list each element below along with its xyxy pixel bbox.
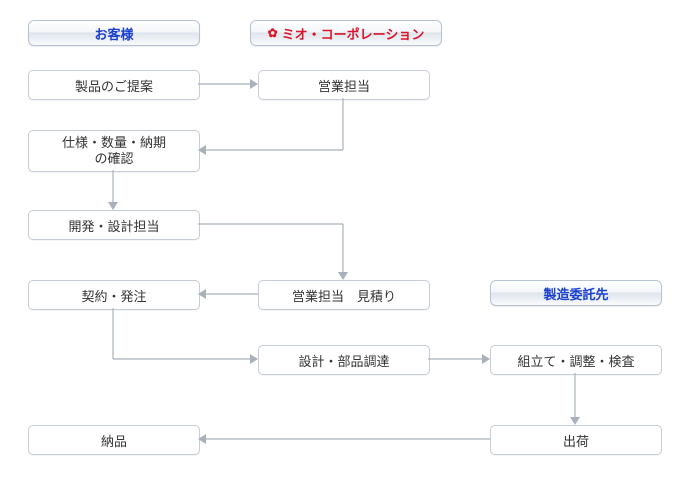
node-confirm: 仕様・数量・納期の確認 [28,130,200,172]
flowchart-stage: お客様 ✿ ミオ・コーポレーション 製造委託先 製品のご提案 営業担当 仕様・数… [0,0,680,500]
node-quote: 営業担当 見積り [258,280,430,310]
header-mio-label: ミオ・コーポレーション [282,24,425,43]
node-contract: 契約・発注 [28,280,200,310]
node-proposal: 製品のご提案 [28,70,200,100]
node-ship-label: 出荷 [563,431,589,450]
node-confirm-label: 仕様・数量・納期の確認 [62,135,166,166]
node-procure-label: 設計・部品調達 [298,351,389,370]
header-customer: お客様 [28,20,200,46]
header-mio: ✿ ミオ・コーポレーション [250,20,442,46]
node-quote-label: 営業担当 見積り [292,286,396,305]
node-assembly-label: 組立て・調整・検査 [517,351,634,370]
node-contract-label: 契約・発注 [81,286,146,305]
header-mfg-label: 製造委託先 [543,284,608,303]
node-design: 開発・設計担当 [28,210,200,240]
node-sales-label: 営業担当 [318,76,370,95]
node-proposal-label: 製品のご提案 [75,76,153,95]
header-customer-label: お客様 [94,24,133,43]
node-delivery: 納品 [28,425,200,455]
node-sales: 営業担当 [258,70,430,100]
node-ship: 出荷 [490,425,662,455]
node-delivery-label: 納品 [101,431,127,450]
node-assembly: 組立て・調整・検査 [490,345,662,375]
node-design-label: 開発・設計担当 [68,216,159,235]
header-mfg: 製造委託先 [490,280,662,306]
node-procure: 設計・部品調達 [258,345,430,375]
mio-icon: ✿ [268,26,278,40]
